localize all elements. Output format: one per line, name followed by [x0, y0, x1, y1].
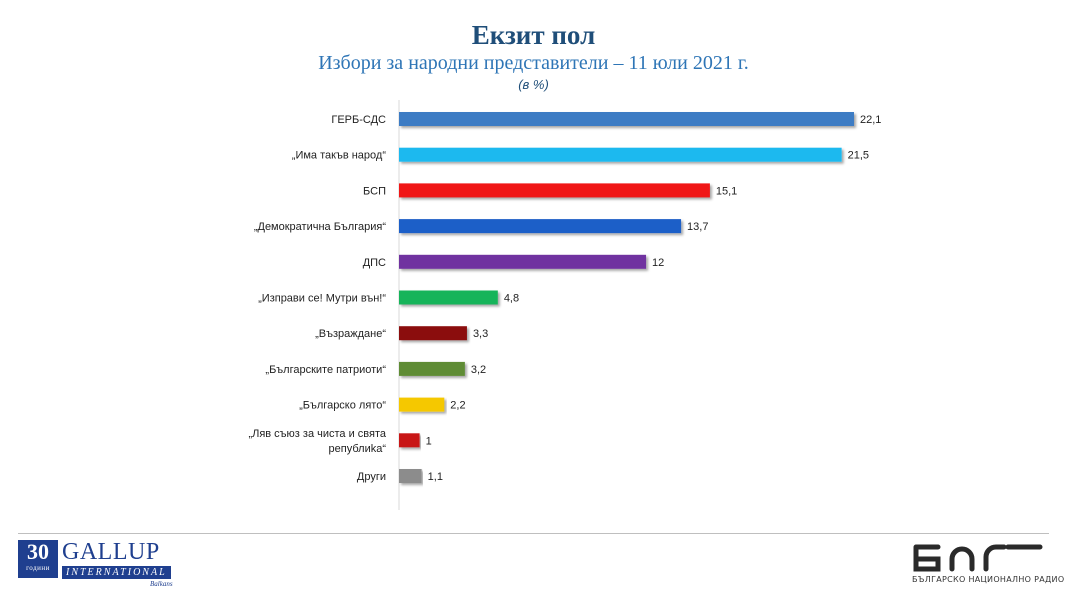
chart-title: Екзит пол: [471, 20, 596, 50]
bar-chart: 22,1 ГЕРБ-СДС 21,5 „Има такъв народ“ 15,1 БСП…: [248, 100, 881, 510]
gallup-international: INTERNATIONAL: [62, 566, 171, 579]
category-label: „Ляв съюз за чиста и свята републиka“: [248, 428, 386, 455]
unit-label: (в %): [518, 77, 549, 92]
bar: [399, 397, 445, 412]
category-label: Други: [357, 471, 386, 483]
category-label: „Демократична България“: [254, 221, 386, 233]
data-label: 21,5: [848, 150, 869, 162]
gallup-number: 30: [27, 539, 49, 564]
category-label: „Българските патриоти“: [265, 364, 386, 376]
data-label: 15,1: [716, 185, 737, 197]
data-label: 3,3: [473, 328, 488, 340]
bnr-n-shape: [949, 546, 975, 572]
bar: [399, 254, 647, 269]
footer-divider: [18, 533, 1049, 534]
gallup-name: GALLUP: [62, 539, 160, 565]
gallup-years: години: [26, 564, 50, 572]
data-label: 2,2: [450, 400, 465, 412]
gallup-30-badge: 30 години: [18, 540, 58, 578]
category-label: „Изправи се! Мутри вън!“: [258, 293, 386, 305]
category-label: БСП: [363, 185, 386, 197]
bar: [399, 290, 498, 305]
bar: [399, 183, 710, 198]
bnr-logo-mark: [913, 544, 1043, 572]
bar: [399, 469, 422, 483]
category-label: „Възраждане“: [315, 328, 386, 340]
category-label: „Българско лято“: [299, 400, 386, 412]
bar: [399, 326, 467, 341]
bar: [399, 112, 854, 126]
data-label: 3,2: [471, 364, 486, 376]
category-label: ДПС: [363, 257, 386, 269]
bnr-r-shape: [983, 544, 1007, 572]
data-label: 1,1: [428, 471, 443, 483]
category-label: „Има такъв народ“: [292, 150, 387, 162]
gallup-region: Balkans: [150, 580, 173, 588]
bnr-b-shape: [913, 544, 941, 572]
bar: [399, 361, 465, 376]
data-label: 22,1: [860, 114, 881, 126]
bnr-logo: БЪЛГАРСКО НАЦИОНАЛНО РАДИО: [908, 541, 1064, 591]
gallup-logo: 30 години GALLUP INTERNATIONAL Balkans: [18, 539, 188, 590]
bar: [399, 219, 682, 234]
chart-subtitle: Избори за народни представители – 11 юли…: [318, 52, 749, 74]
category-label: ГЕРБ-СДС: [331, 114, 386, 126]
data-label: 12: [652, 257, 664, 269]
data-label: 13,7: [687, 221, 708, 233]
bar: [399, 147, 842, 162]
data-label: 4,8: [504, 293, 519, 305]
bnr-tagline: БЪЛГАРСКО НАЦИОНАЛНО РАДИО: [912, 575, 1065, 584]
bar: [399, 433, 420, 448]
data-label: 1: [426, 435, 432, 447]
